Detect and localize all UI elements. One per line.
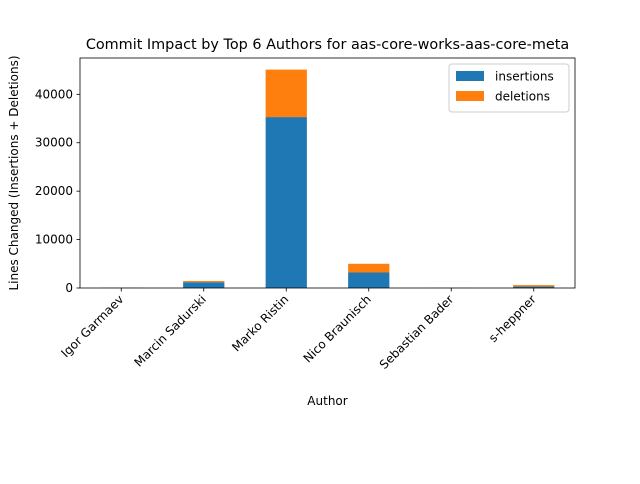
bar-deletions-2: [266, 70, 307, 117]
x-tick-label-5: s-heppner: [486, 292, 539, 345]
x-axis-label: Author: [307, 394, 347, 408]
y-tick-label-4: 40000: [35, 87, 73, 101]
y-tick-label-0: 0: [65, 281, 73, 295]
legend-label-insertions: insertions: [495, 70, 554, 84]
chart-title: Commit Impact by Top 6 Authors for aas-c…: [86, 37, 569, 53]
y-tick-label-1: 10000: [35, 233, 73, 247]
x-tick-label-4: Sebastian Bader: [377, 292, 457, 372]
bar-insertions-1: [183, 282, 224, 288]
y-axis-label: Lines Changed (Insertions + Deletions): [7, 55, 21, 290]
legend: insertions deletions: [449, 64, 569, 112]
x-tick-label-3: Nico Braunisch: [301, 292, 374, 365]
legend-label-deletions: deletions: [495, 90, 550, 104]
y-tick-label-2: 20000: [35, 184, 73, 198]
bar-deletions-3: [348, 264, 389, 273]
bar-insertions-2: [266, 117, 307, 288]
legend-swatch-insertions: [456, 71, 484, 81]
x-tick-label-2: Marko Ristin: [229, 292, 291, 354]
legend-swatch-deletions: [456, 91, 484, 101]
y-tick-label-3: 30000: [35, 136, 73, 150]
x-tick-label-1: Marcin Sadurski: [132, 292, 209, 369]
bar-deletions-5: [513, 285, 554, 286]
bar-deletions-1: [183, 281, 224, 282]
y-axis: 0 10000 20000 30000 40000: [35, 87, 80, 295]
x-tick-label-0: Igor Garmaev: [58, 292, 126, 360]
bar-insertions-3: [348, 273, 389, 288]
